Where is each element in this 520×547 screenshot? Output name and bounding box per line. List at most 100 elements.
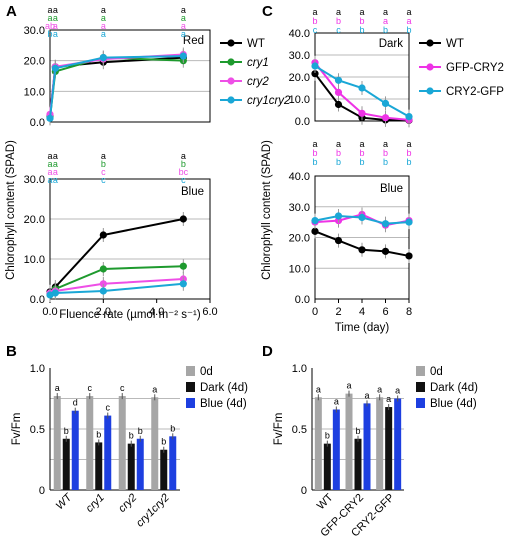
- significance-letter: a: [53, 151, 58, 161]
- significance-letter: b: [359, 25, 364, 35]
- panel-letter-d: D: [262, 343, 273, 360]
- bar-Blue (4d): [104, 415, 112, 490]
- data-point-GFP-CRY2: [381, 114, 390, 122]
- significance-letter: b: [336, 157, 341, 167]
- significance-letter: c: [336, 25, 341, 35]
- category-label: WT: [315, 491, 336, 512]
- significance-letter: a: [53, 5, 58, 15]
- legends: WTcry1cry2cry1cry2WTGFP-CRY2CRY2-GFP0dDa…: [186, 38, 504, 410]
- legend-marker: [227, 39, 235, 47]
- significance-letter: b: [312, 16, 317, 26]
- bar-Blue (4d): [71, 410, 79, 490]
- legend-label: CRY2-GFP: [446, 86, 504, 98]
- data-point-WT: [381, 247, 390, 255]
- y-tick-label: 30.0: [24, 174, 45, 186]
- data-point-WT: [311, 227, 319, 235]
- x-tick-label: 2: [335, 306, 341, 318]
- legend-label: cry1cry2: [247, 95, 291, 107]
- y-axis-label: Fv/Fm: [273, 413, 285, 446]
- panel-letter-c: C: [262, 3, 273, 20]
- data-point-CRY2-GFP: [358, 213, 366, 222]
- data-point-CRY2-GFP: [381, 99, 390, 107]
- significance-letter: b: [359, 157, 364, 167]
- y-tick-label: 0.5: [292, 424, 307, 436]
- significance-letter: c: [313, 25, 318, 35]
- data-point-CRY2-GFP: [381, 220, 390, 228]
- significance-letter: b: [406, 157, 411, 167]
- significance-letter: a: [406, 16, 411, 26]
- legend-swatch: [186, 366, 195, 376]
- y-tick-label: 40.0: [289, 171, 310, 183]
- significance-letter: a: [406, 139, 411, 149]
- legend-label: WT: [247, 38, 265, 50]
- significance-letter: a: [359, 7, 364, 17]
- y-tick-label: 10.0: [24, 86, 45, 98]
- y-tick-label: 1.0: [30, 363, 45, 375]
- y-tick-label: 0.5: [30, 424, 45, 436]
- significance-letter: a: [53, 13, 58, 23]
- significance-letter: b: [383, 157, 388, 167]
- bar-label: a: [395, 386, 400, 396]
- legend-swatch: [416, 382, 425, 392]
- significance-letter: a: [47, 159, 52, 169]
- y-tick-label: 0: [39, 485, 45, 497]
- legend-label: Dark (4d): [430, 382, 478, 394]
- significance-letter: a: [181, 151, 186, 161]
- significance-letter: b: [181, 159, 186, 169]
- data-point-CRY2-GFP: [311, 62, 319, 70]
- significance-letter: a: [47, 13, 52, 23]
- legend-swatch: [416, 366, 425, 376]
- bar-label: b: [161, 437, 166, 447]
- legend-label: cry2: [247, 76, 269, 88]
- legend-label: Blue (4d): [430, 398, 477, 410]
- bar-0d: [118, 396, 126, 490]
- significance-letter: a: [359, 139, 364, 149]
- bar-Dark (4d): [62, 438, 70, 490]
- significance-letter: a: [47, 175, 52, 185]
- legend-marker: [227, 58, 235, 66]
- y-axis-label: Fv/Fm: [11, 413, 23, 446]
- bar-label: c: [120, 383, 125, 393]
- data-point-cry1: [179, 262, 187, 270]
- significance-letter: b: [47, 29, 52, 39]
- data-point-WT: [311, 70, 319, 78]
- legend-marker: [426, 39, 434, 47]
- plot-frame: [49, 29, 211, 123]
- legend-swatch: [186, 382, 195, 392]
- y-tick-label: 10.0: [289, 263, 310, 275]
- bar-0d: [53, 396, 61, 490]
- significance-letter: b: [359, 16, 364, 26]
- data-point-cry1cry2: [179, 52, 187, 60]
- bar-label: b: [325, 431, 330, 441]
- data-point-cry1cry2: [99, 54, 107, 62]
- inset-label: Dark: [379, 38, 404, 50]
- bar-Blue (4d): [136, 438, 144, 490]
- significance-letter: a: [101, 21, 106, 31]
- legend-swatch: [186, 398, 195, 408]
- y-tick-label: 0.0: [30, 294, 45, 306]
- significance-letter: a: [383, 7, 388, 17]
- bar-label: c: [88, 383, 93, 393]
- x-tick-label: 6.0: [202, 306, 217, 318]
- bar-Dark (4d): [385, 407, 393, 490]
- significance-letter: b: [383, 25, 388, 35]
- data-point-CRY2-GFP: [358, 84, 366, 92]
- bar-Dark (4d): [160, 449, 168, 490]
- y-tick-label: 0.0: [295, 294, 310, 306]
- legend-label: WT: [446, 38, 464, 50]
- bar-label: d: [73, 398, 78, 408]
- bar-0d: [86, 396, 94, 490]
- significance-letter: a: [53, 159, 58, 169]
- y-tick-label: 0.0: [30, 117, 45, 129]
- data-point-cry1cry2: [51, 64, 59, 72]
- significance-letter: a: [312, 7, 317, 17]
- legend-label: Dark (4d): [200, 382, 248, 394]
- significance-letter: a: [181, 29, 186, 39]
- bar-label: a: [316, 384, 321, 394]
- data-point-WT: [405, 252, 413, 260]
- legend-label: 0d: [430, 366, 443, 378]
- significance-letter: a: [47, 167, 52, 177]
